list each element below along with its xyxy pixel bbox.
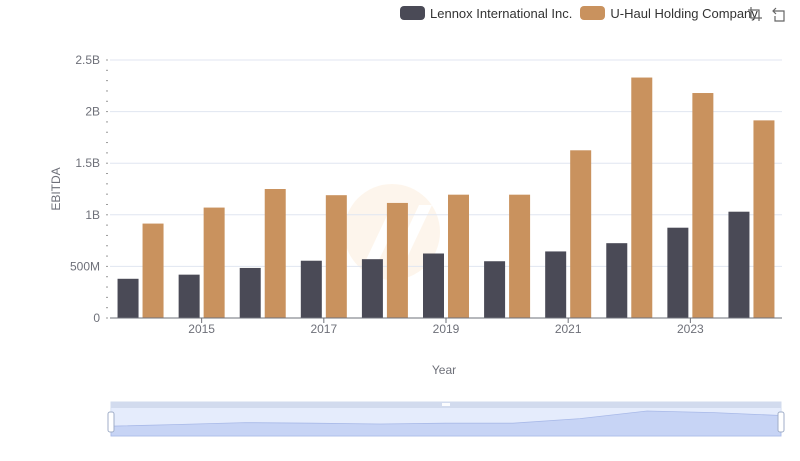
y-tick-label: 1.5B — [75, 156, 100, 170]
x-axis: 2015 2017 2019 2021 2023 — [110, 317, 782, 336]
x-tick-label: 2019 — [433, 322, 460, 336]
bar-uhaul-2016[interactable] — [264, 189, 286, 318]
bars — [117, 77, 775, 319]
bar-lennox-2022[interactable] — [606, 243, 628, 318]
data-zoom-left-handle[interactable] — [107, 411, 115, 433]
bar-lennox-2023[interactable] — [667, 227, 689, 318]
bar-uhaul-2019[interactable] — [448, 194, 469, 318]
bar-lennox-2015[interactable] — [178, 274, 200, 318]
bar-lennox-2021[interactable] — [545, 251, 567, 318]
data-zoom-slider[interactable] — [107, 401, 785, 437]
legend-label-lennox: Lennox International Inc. — [430, 5, 573, 21]
legend-swatch-uhaul — [580, 6, 606, 20]
y-tick-label: 500M — [70, 259, 100, 273]
legend-swatch-lennox — [400, 6, 425, 20]
y-axis-title: EBITDA — [49, 167, 63, 210]
bar-lennox-2016[interactable] — [239, 267, 261, 318]
x-tick-label: 2015 — [188, 322, 215, 336]
bar-uhaul-2021[interactable] — [570, 150, 592, 318]
bar-lennox-2018[interactable] — [361, 259, 383, 318]
bar-lennox-2014[interactable] — [117, 278, 139, 318]
bar-uhaul-2015[interactable] — [203, 207, 225, 318]
bar-uhaul-2022[interactable] — [631, 77, 653, 318]
x-tick-label: 2023 — [677, 322, 704, 336]
x-axis-title: Year — [432, 363, 456, 377]
bar-lennox-2024[interactable] — [728, 211, 750, 318]
bar-uhaul-2018[interactable] — [386, 202, 408, 318]
bar-uhaul-2024[interactable] — [753, 120, 775, 318]
legend-label-uhaul: U-Haul Holding Company — [610, 5, 758, 21]
bar-lennox-2020[interactable] — [484, 261, 506, 318]
zoom-reset-icon[interactable] — [770, 5, 788, 23]
legend-item-lennox[interactable]: Lennox International Inc. — [400, 6, 572, 21]
bar-uhaul-2023[interactable] — [692, 93, 714, 318]
bar-uhaul-2020[interactable] — [509, 194, 531, 318]
bar-uhaul-2014[interactable] — [142, 223, 164, 318]
bar-lennox-2017[interactable] — [300, 260, 322, 318]
bar-lennox-2019[interactable] — [423, 253, 444, 319]
data-zoom-right-handle[interactable] — [777, 411, 785, 433]
y-tick-label: 2B — [85, 105, 100, 119]
x-tick-label: 2017 — [310, 322, 337, 336]
toolbox — [746, 5, 794, 23]
data-zoom-preview-line — [110, 410, 782, 437]
data-zoom-move-handle[interactable] — [442, 403, 450, 406]
legend-item-uhaul[interactable]: U-Haul Holding Company — [580, 5, 758, 21]
y-tick-label: 2.5B — [75, 53, 100, 67]
zoom-icon[interactable] — [746, 5, 764, 23]
y-tick-label: 1B — [85, 208, 100, 222]
x-tick-label: 2021 — [555, 322, 582, 336]
y-axis-ticks: 0 500M 1B 1.5B 2B 2.5B — [70, 53, 108, 325]
bar-uhaul-2017[interactable] — [325, 195, 347, 318]
y-tick-label: 0 — [93, 311, 100, 325]
legend: Lennox International Inc. U-Haul Holding… — [400, 3, 766, 23]
